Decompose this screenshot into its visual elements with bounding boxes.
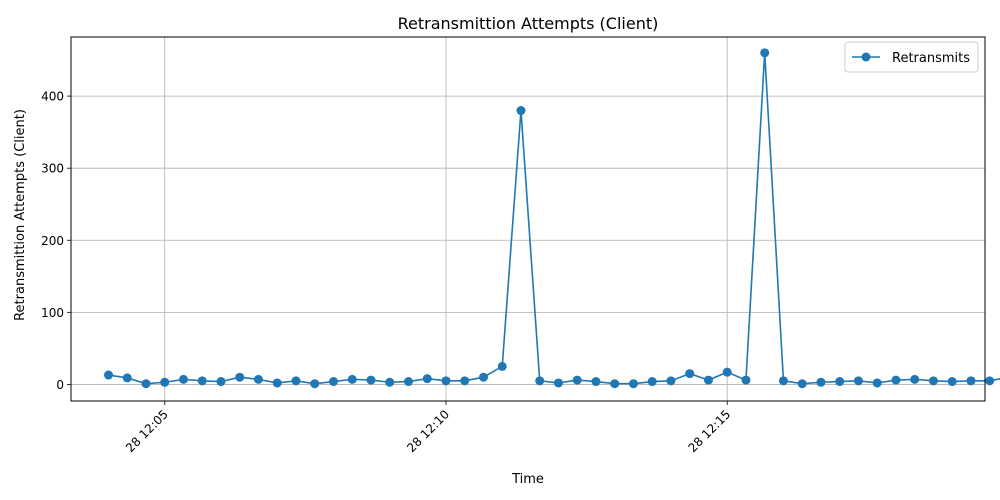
data-point [985,376,995,386]
data-point [535,376,545,386]
data-point [722,367,732,377]
data-point [366,375,376,385]
data-point [516,106,526,116]
legend: Retransmits [844,41,979,73]
data-point [216,377,226,387]
chart-title: Retransmittion Attempts (Client) [398,14,659,33]
data-point [347,374,357,384]
data-point [835,377,845,387]
data-point [178,374,188,384]
data-point [478,372,488,382]
data-point [160,377,170,387]
data-point [553,378,563,388]
legend-marker-swatch [861,52,871,62]
data-point [441,376,451,386]
data-point [403,377,413,387]
y-tick-label: 400 [41,90,64,104]
data-point [947,377,957,387]
data-point [760,48,770,58]
data-point [253,374,263,384]
data-point [666,376,676,386]
data-point [460,376,470,386]
plot-frame [70,36,986,402]
data-point [685,369,695,379]
data-point [910,374,920,384]
data-point [328,377,338,387]
data-point [872,378,882,388]
data-point [197,376,207,386]
data-point [310,379,320,389]
x-axis-label: Time [511,472,544,487]
y-tick-label: 100 [41,306,64,320]
y-axis-label: Retransmittion Attempts (Client) [13,109,28,321]
data-point [422,374,432,384]
data-point [628,379,638,389]
data-point [797,379,807,389]
data-point [647,377,657,387]
data-point [703,375,713,385]
y-tick-label: 200 [41,234,64,248]
data-point [272,378,282,388]
y-tick-label: 0 [56,378,64,392]
data-point [741,375,751,385]
y-tick-label: 300 [41,162,64,176]
legend-box [844,41,979,73]
data-point [891,375,901,385]
data-point [853,376,863,386]
y-axis: 0 100 200 300 400 [41,90,71,392]
data-point [385,377,395,387]
data-point [966,376,976,386]
data-point [235,372,245,382]
data-point [122,373,132,383]
data-point [610,379,620,389]
data-point [816,377,826,387]
data-point [778,376,788,386]
legend-label: Retransmits [892,51,970,66]
data-point [141,379,151,389]
data-point [497,361,507,371]
data-point [572,375,582,385]
data-point [591,377,601,387]
series-layer [103,48,1000,389]
data-point [928,376,938,386]
data-point [103,370,113,380]
data-point [291,376,301,386]
